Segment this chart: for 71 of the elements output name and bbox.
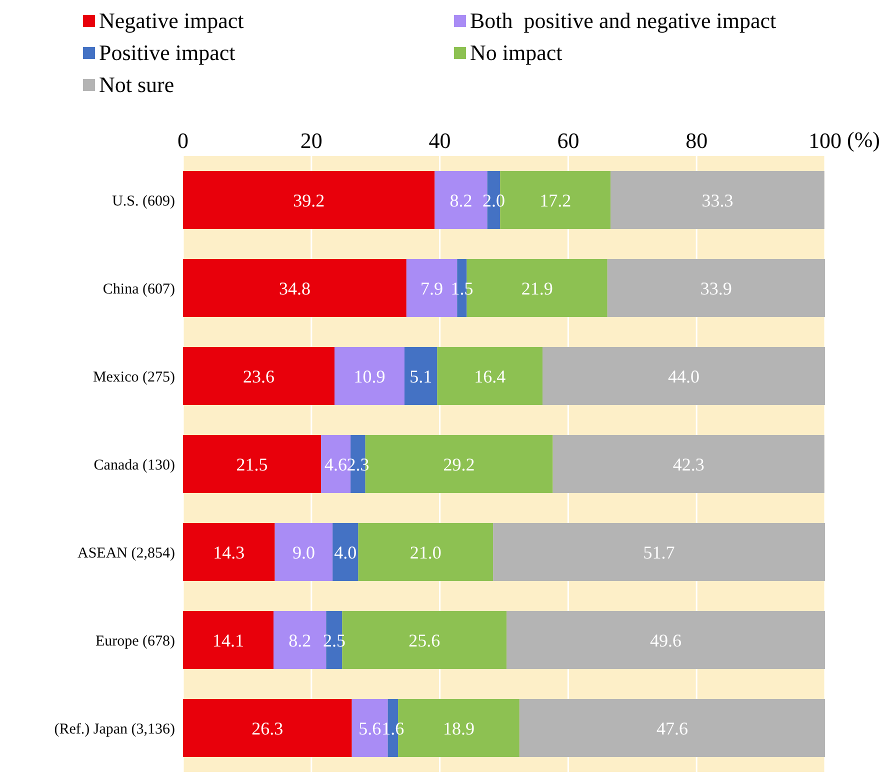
y-tick-label: ASEAN (2,854) (78, 545, 175, 562)
bar (274, 523, 333, 581)
data-label: 8.2 (450, 190, 472, 210)
data-label: 21.0 (410, 542, 442, 562)
y-tick-label: Europe (678) (95, 633, 175, 650)
data-label: 18.9 (442, 718, 474, 738)
data-label: 21.5 (236, 454, 268, 474)
bar (183, 435, 322, 493)
data-label: 5.1 (410, 366, 432, 386)
data-label: 39.2 (293, 190, 325, 210)
y-tick-label: (Ref.) Japan (3,136) (54, 721, 175, 738)
data-label: 49.6 (650, 630, 682, 650)
y-tick-label: Canada (130) (94, 457, 176, 474)
bar (519, 699, 825, 757)
data-label: 47.6 (656, 718, 688, 738)
legend-label: No impact (470, 40, 562, 66)
data-label: 51.7 (643, 542, 675, 562)
data-label: 9.0 (292, 542, 315, 562)
y-tick-label: China (607) (102, 281, 175, 298)
x-tick-label: 20 (300, 128, 322, 153)
data-label: 34.8 (278, 278, 310, 298)
legend-label: Both positive and negative impact (470, 8, 776, 34)
bar (607, 259, 825, 317)
y-tick-label: U.S. (609) (112, 193, 175, 210)
bar (183, 347, 335, 405)
bar (358, 523, 494, 581)
data-label: 33.9 (700, 278, 732, 298)
bar (183, 699, 352, 757)
data-label: 14.3 (213, 542, 245, 562)
data-label: 1.6 (382, 718, 404, 738)
data-label: 29.2 (443, 454, 475, 474)
data-label: 33.3 (702, 190, 734, 210)
data-label: 16.4 (474, 366, 506, 386)
data-label: 44.0 (668, 366, 700, 386)
data-label: 8.2 (288, 630, 312, 650)
x-tick-label: 0 (178, 128, 188, 153)
data-label: 42.3 (672, 454, 704, 474)
x-axis-title: (%) (847, 127, 880, 152)
data-label: 10.9 (354, 366, 386, 386)
data-label: 1.5 (450, 278, 474, 298)
bar (542, 347, 825, 405)
data-label: 14.1 (212, 630, 244, 650)
bar (183, 611, 274, 669)
bar (552, 435, 824, 493)
x-tick-label: 100 (808, 128, 842, 153)
bar (334, 347, 404, 405)
bar (183, 523, 275, 581)
bar (332, 523, 358, 581)
bar (506, 611, 825, 669)
bar (404, 347, 438, 405)
data-label: 4.0 (334, 542, 357, 562)
legend-label: Not sure (99, 72, 174, 98)
data-label: 7.9 (420, 278, 444, 298)
data-label: 25.6 (408, 630, 440, 650)
x-tick-label: 80 (686, 128, 708, 153)
data-label: 26.3 (252, 718, 284, 738)
data-label: 4.6 (324, 454, 348, 474)
bar (183, 259, 406, 317)
x-tick-label: 60 (557, 128, 580, 153)
data-label: 23.6 (243, 366, 275, 386)
x-tick-label: 40 (428, 128, 451, 153)
bar (437, 347, 543, 405)
data-label: 5.6 (358, 718, 382, 738)
legend-label: Positive impact (99, 40, 236, 66)
legend-label: Negative impact (99, 8, 244, 34)
bar (183, 171, 435, 229)
y-tick-label: Mexico (275) (92, 369, 176, 386)
data-label: 17.2 (540, 190, 572, 210)
bar (610, 171, 824, 229)
bar (493, 523, 825, 581)
data-label: 21.9 (521, 278, 553, 298)
